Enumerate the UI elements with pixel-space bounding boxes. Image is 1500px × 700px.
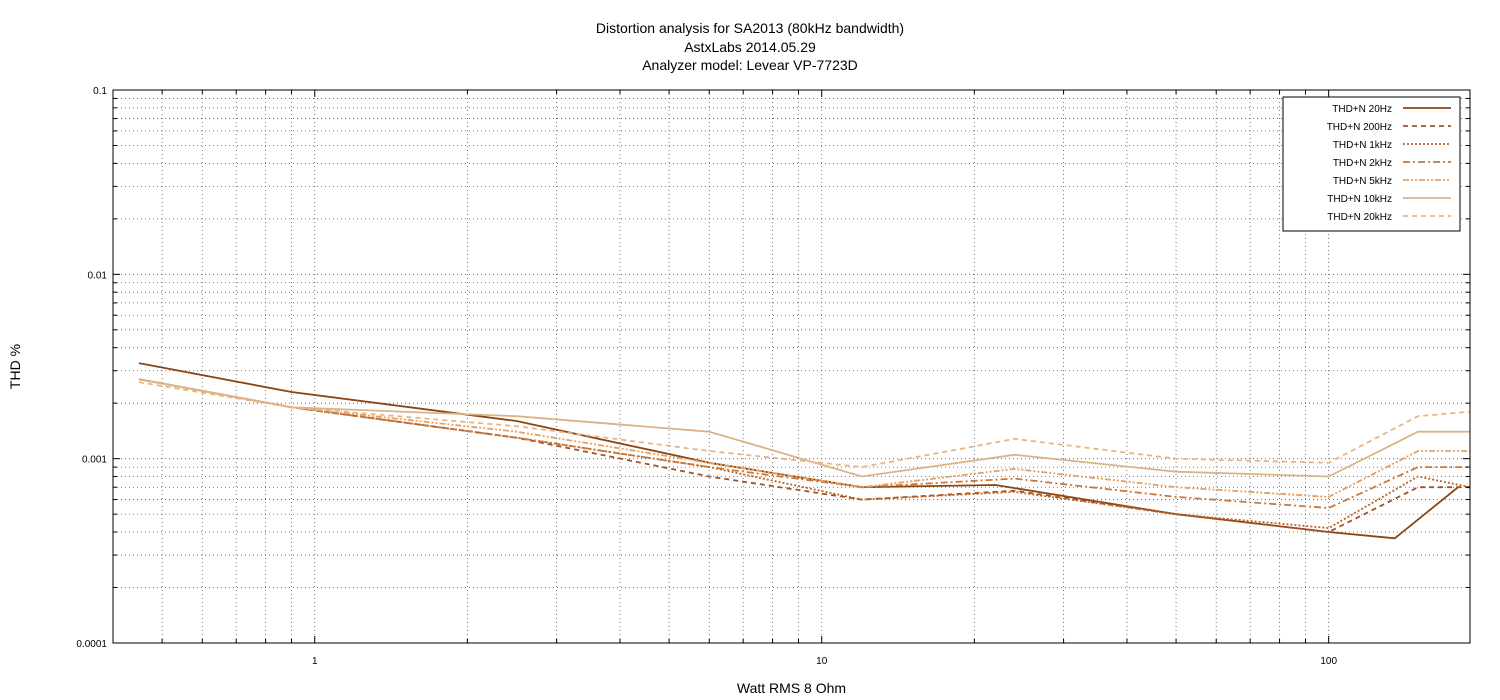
legend-box (1282, 96, 1461, 232)
legend-label: THD+N 5kHz (1333, 176, 1392, 187)
series-4 (138, 378, 1470, 509)
grid (112, 89, 1470, 644)
series-2 (138, 378, 1470, 533)
chart-title: Distortion analysis for SA2013 (80kHz ba… (595, 20, 905, 36)
x-tick-label: 1 (312, 656, 318, 667)
legend-label: THD+N 1kHz (1333, 140, 1392, 151)
chart-subtitle-analyzer: Analyzer model: Levear VP-7723D (642, 57, 858, 73)
legend-label: THD+N 10kHz (1327, 194, 1392, 205)
legend-label: THD+N 20Hz (1332, 104, 1392, 115)
series-line (138, 378, 1471, 529)
x-tick-label: 10 (816, 656, 828, 667)
y-tick-label: 0.001 (82, 455, 107, 466)
legend-label: THD+N 200Hz (1327, 122, 1392, 133)
series-line (138, 362, 1459, 540)
series-line (138, 378, 1470, 498)
series-7 (138, 381, 1471, 468)
y-tick-label: 0.1 (93, 86, 107, 97)
series-line (138, 378, 1470, 533)
series-line (138, 381, 1471, 468)
series-1 (138, 362, 1459, 540)
y-tick-label: 0.0001 (76, 639, 107, 650)
plot-frame (112, 89, 1471, 644)
series-6 (138, 378, 1470, 478)
series-5 (138, 378, 1470, 498)
legend-label: THD+N 20kHz (1327, 212, 1392, 223)
x-axis-label: Watt RMS 8 Ohm (737, 680, 846, 696)
series-3 (138, 378, 1471, 529)
y-axis-label: THD % (7, 344, 23, 389)
ticks: 0.1 0.01 0.001 0.0001 1 10 100 (76, 86, 1470, 667)
series-line (138, 378, 1470, 478)
x-tick-label: 100 (1320, 656, 1337, 667)
y-tick-label: 0.01 (88, 270, 108, 281)
legend-label: THD+N 2kHz (1333, 158, 1392, 169)
series-line (138, 378, 1470, 509)
chart-subtitle: AstxLabs 2014.05.29 (684, 39, 816, 55)
series-layer (138, 362, 1471, 540)
legend: THD+N 20Hz THD+N 200Hz THD+N 1kHz THD+N 2kH… (1282, 96, 1461, 232)
